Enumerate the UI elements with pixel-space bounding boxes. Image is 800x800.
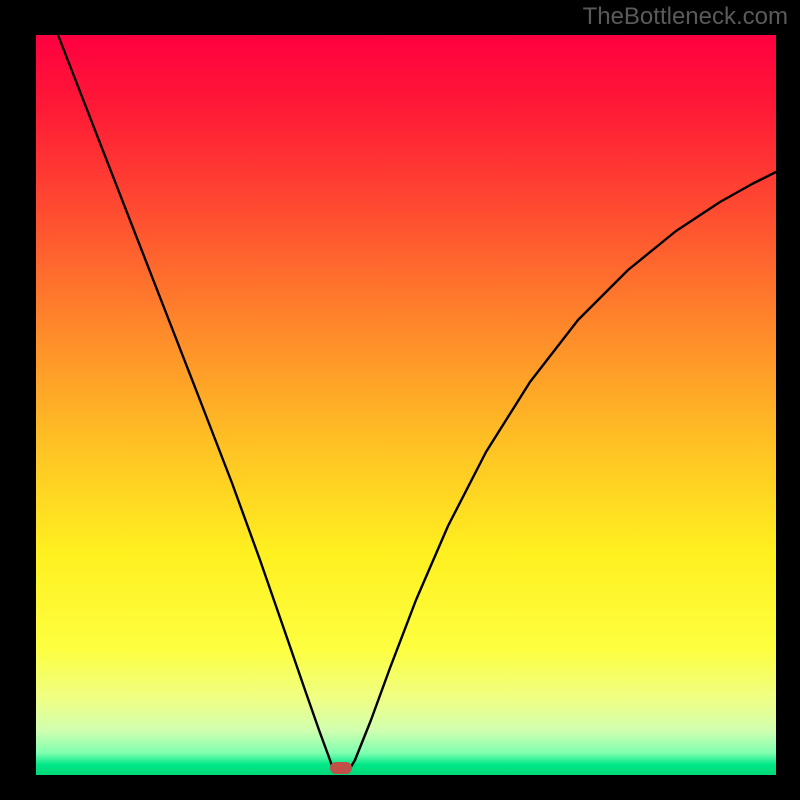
curve-left-branch — [58, 35, 334, 772]
bottleneck-curve — [0, 0, 800, 800]
optimal-point-marker — [330, 762, 352, 774]
bottleneck-chart: TheBottleneck.com — [0, 0, 800, 800]
curve-right-branch — [348, 172, 776, 772]
